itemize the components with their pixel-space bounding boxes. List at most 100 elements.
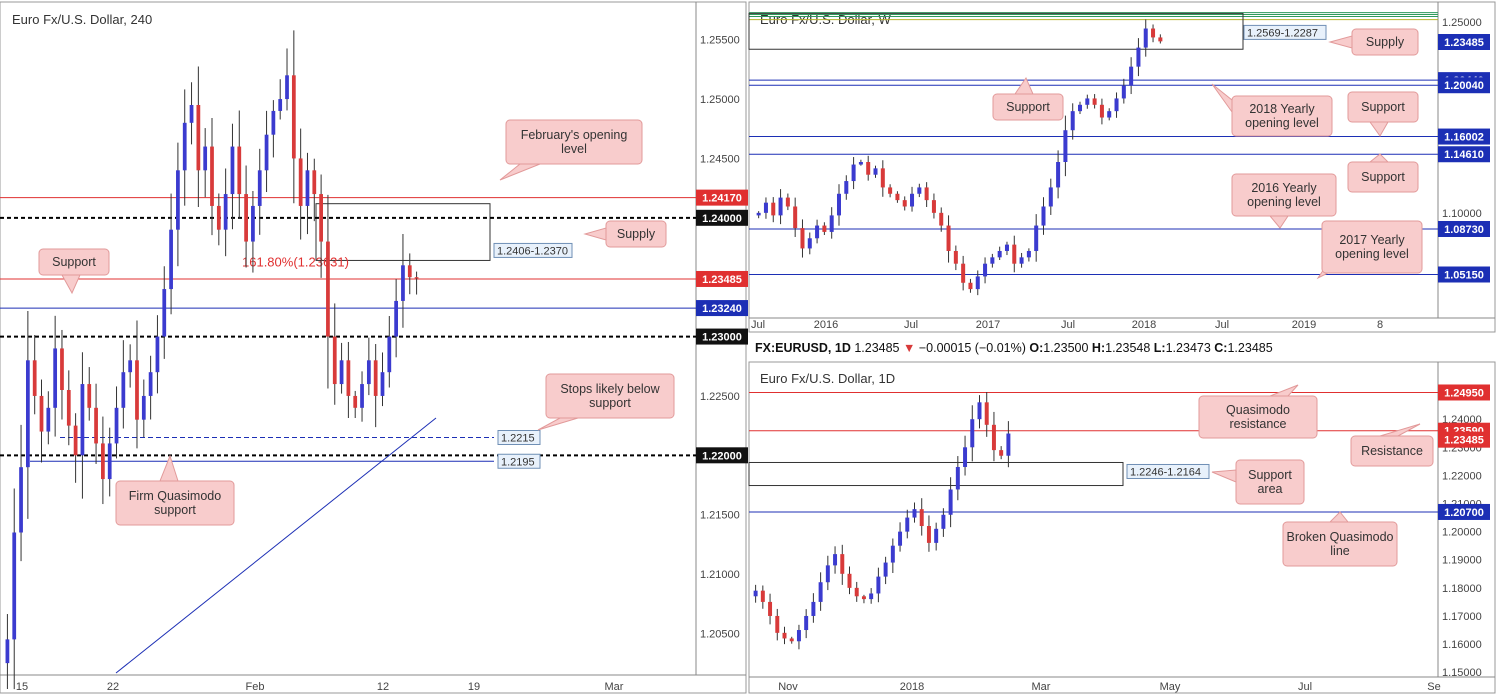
weekly-candle-body bbox=[785, 197, 790, 207]
left-candle-body bbox=[80, 384, 85, 456]
left-callout: Support bbox=[38, 248, 110, 295]
left-callout: Supply bbox=[583, 220, 667, 248]
left-candle-body bbox=[305, 170, 310, 206]
weekly-candle-body bbox=[807, 238, 812, 249]
weekly-x-tick-label: Jul bbox=[1061, 319, 1075, 331]
weekly-callout: 2016 Yearly opening level bbox=[1231, 173, 1337, 229]
daily-header-l_label: L: bbox=[1154, 341, 1166, 355]
callout-text: Quasimodo resistance bbox=[1226, 403, 1290, 431]
weekly-candle-body bbox=[895, 193, 900, 201]
left-candle-body bbox=[196, 105, 201, 171]
weekly-candle-body bbox=[1056, 162, 1061, 188]
callout-text-line: line bbox=[1330, 544, 1350, 558]
weekly-candle-body bbox=[771, 202, 776, 216]
callout-text: Stops likely below support bbox=[560, 382, 660, 410]
daily-candle-body bbox=[955, 466, 960, 490]
callout-text-line: Quasimodo bbox=[1226, 403, 1290, 417]
daily-candle-body bbox=[804, 615, 809, 631]
weekly-price-tag-label: 1.23485 bbox=[1444, 37, 1484, 49]
daily-candle-body bbox=[782, 632, 787, 639]
weekly-candle-body bbox=[1136, 47, 1141, 67]
weekly-price-tag-label: 1.20040 bbox=[1444, 80, 1484, 92]
left-candle-body bbox=[223, 194, 228, 230]
left-callout: February's opening level bbox=[499, 119, 643, 181]
weekly-price-tag bbox=[1438, 77, 1490, 94]
weekly-candle-body bbox=[866, 162, 871, 175]
weekly-candle-body bbox=[851, 164, 856, 182]
daily-frame bbox=[748, 361, 1496, 694]
daily-candle-body bbox=[876, 576, 881, 594]
callout-text-line: 2018 Yearly bbox=[1249, 102, 1315, 116]
daily-candle-body bbox=[760, 590, 765, 602]
left-price-tag bbox=[696, 300, 748, 317]
daily-candle-body bbox=[768, 601, 773, 616]
left-candle-body bbox=[401, 265, 405, 301]
daily-candle-body bbox=[854, 587, 859, 597]
left-candle-body bbox=[141, 395, 146, 420]
left-price-tag-label: 1.23240 bbox=[702, 303, 742, 315]
callout-text-line: Support bbox=[1248, 468, 1292, 482]
weekly-candle-body bbox=[910, 193, 915, 207]
left-candle-body bbox=[176, 170, 180, 230]
callout-box bbox=[1231, 95, 1333, 137]
weekly-candle-body bbox=[917, 187, 922, 194]
daily-candle-body bbox=[984, 402, 989, 425]
weekly-candle-body bbox=[1099, 104, 1104, 118]
weekly-candle-body bbox=[1151, 28, 1156, 38]
weekly-price-tag bbox=[1438, 220, 1490, 237]
daily-y-tick-label: 1.18000 bbox=[1442, 583, 1482, 595]
left-price-tag-label: 1.22000 bbox=[702, 450, 742, 462]
daily-candle-body bbox=[999, 450, 1004, 456]
weekly-candle-body bbox=[800, 228, 805, 249]
left-price-tag-label: 1.23000 bbox=[702, 332, 742, 344]
daily-candle-body bbox=[941, 514, 946, 529]
daily-header-last: 1.23485 bbox=[854, 341, 899, 355]
weekly-candle-body bbox=[939, 212, 944, 226]
callout-text-line: opening level bbox=[1247, 195, 1321, 209]
weekly-callout: Support bbox=[1347, 91, 1419, 137]
left-price-tag-label: 1.24170 bbox=[702, 193, 742, 205]
left-candle-body bbox=[128, 360, 133, 373]
daily-header-l: 1.23473 bbox=[1166, 341, 1211, 355]
callout-text-line: support bbox=[589, 396, 631, 410]
callout-text: February's opening level bbox=[521, 128, 628, 156]
weekly-candle-body bbox=[836, 193, 841, 216]
weekly-candle-body bbox=[983, 263, 988, 277]
daily-price-tag-label: 1.24950 bbox=[1444, 387, 1484, 399]
left-candle-body bbox=[346, 360, 351, 396]
left-candle-body bbox=[339, 360, 344, 385]
weekly-candle-body bbox=[873, 168, 878, 175]
weekly-x-tick-label: Jul bbox=[1215, 319, 1229, 331]
daily-candle-body bbox=[818, 582, 823, 602]
weekly-price-tag bbox=[1438, 128, 1490, 145]
daily-candle-body bbox=[977, 402, 982, 420]
callout-box bbox=[1321, 220, 1423, 274]
left-x-tick-label: Mar bbox=[605, 681, 624, 693]
weekly-candle-body bbox=[1107, 111, 1112, 118]
left-zone-label-box bbox=[497, 453, 541, 469]
left-y-tick-label: 1.20500 bbox=[700, 628, 740, 640]
weekly-price-tag-label: 1.05150 bbox=[1444, 270, 1484, 282]
daily-x-tick-label: May bbox=[1160, 681, 1181, 693]
left-candle-body bbox=[60, 348, 64, 390]
left-candle-body bbox=[135, 360, 139, 420]
weekly-price-tag-label: 1.16002 bbox=[1444, 132, 1484, 144]
left-y-tick-label: 1.25000 bbox=[700, 94, 740, 106]
callout-box bbox=[1351, 28, 1419, 56]
callout-box bbox=[1347, 91, 1419, 123]
weekly-candle-body bbox=[1026, 250, 1031, 258]
daily-candle-body bbox=[840, 554, 845, 574]
callout-text: Support area bbox=[1248, 468, 1292, 496]
left-price-tag bbox=[696, 270, 748, 287]
daily-candle-body bbox=[912, 509, 917, 518]
callout-text: 2016 Yearly opening level bbox=[1247, 181, 1321, 209]
daily-price-tag-label: 1.23485 bbox=[1444, 435, 1484, 447]
left-zone-label: 1.2215 bbox=[501, 433, 535, 445]
weekly-x-tick-label: Jul bbox=[751, 319, 765, 331]
weekly-candle-body bbox=[924, 187, 929, 201]
weekly-candle-body bbox=[902, 200, 907, 207]
left-candle-body bbox=[87, 384, 92, 408]
weekly-candle-body bbox=[1048, 187, 1053, 207]
left-candle-body bbox=[326, 241, 330, 337]
